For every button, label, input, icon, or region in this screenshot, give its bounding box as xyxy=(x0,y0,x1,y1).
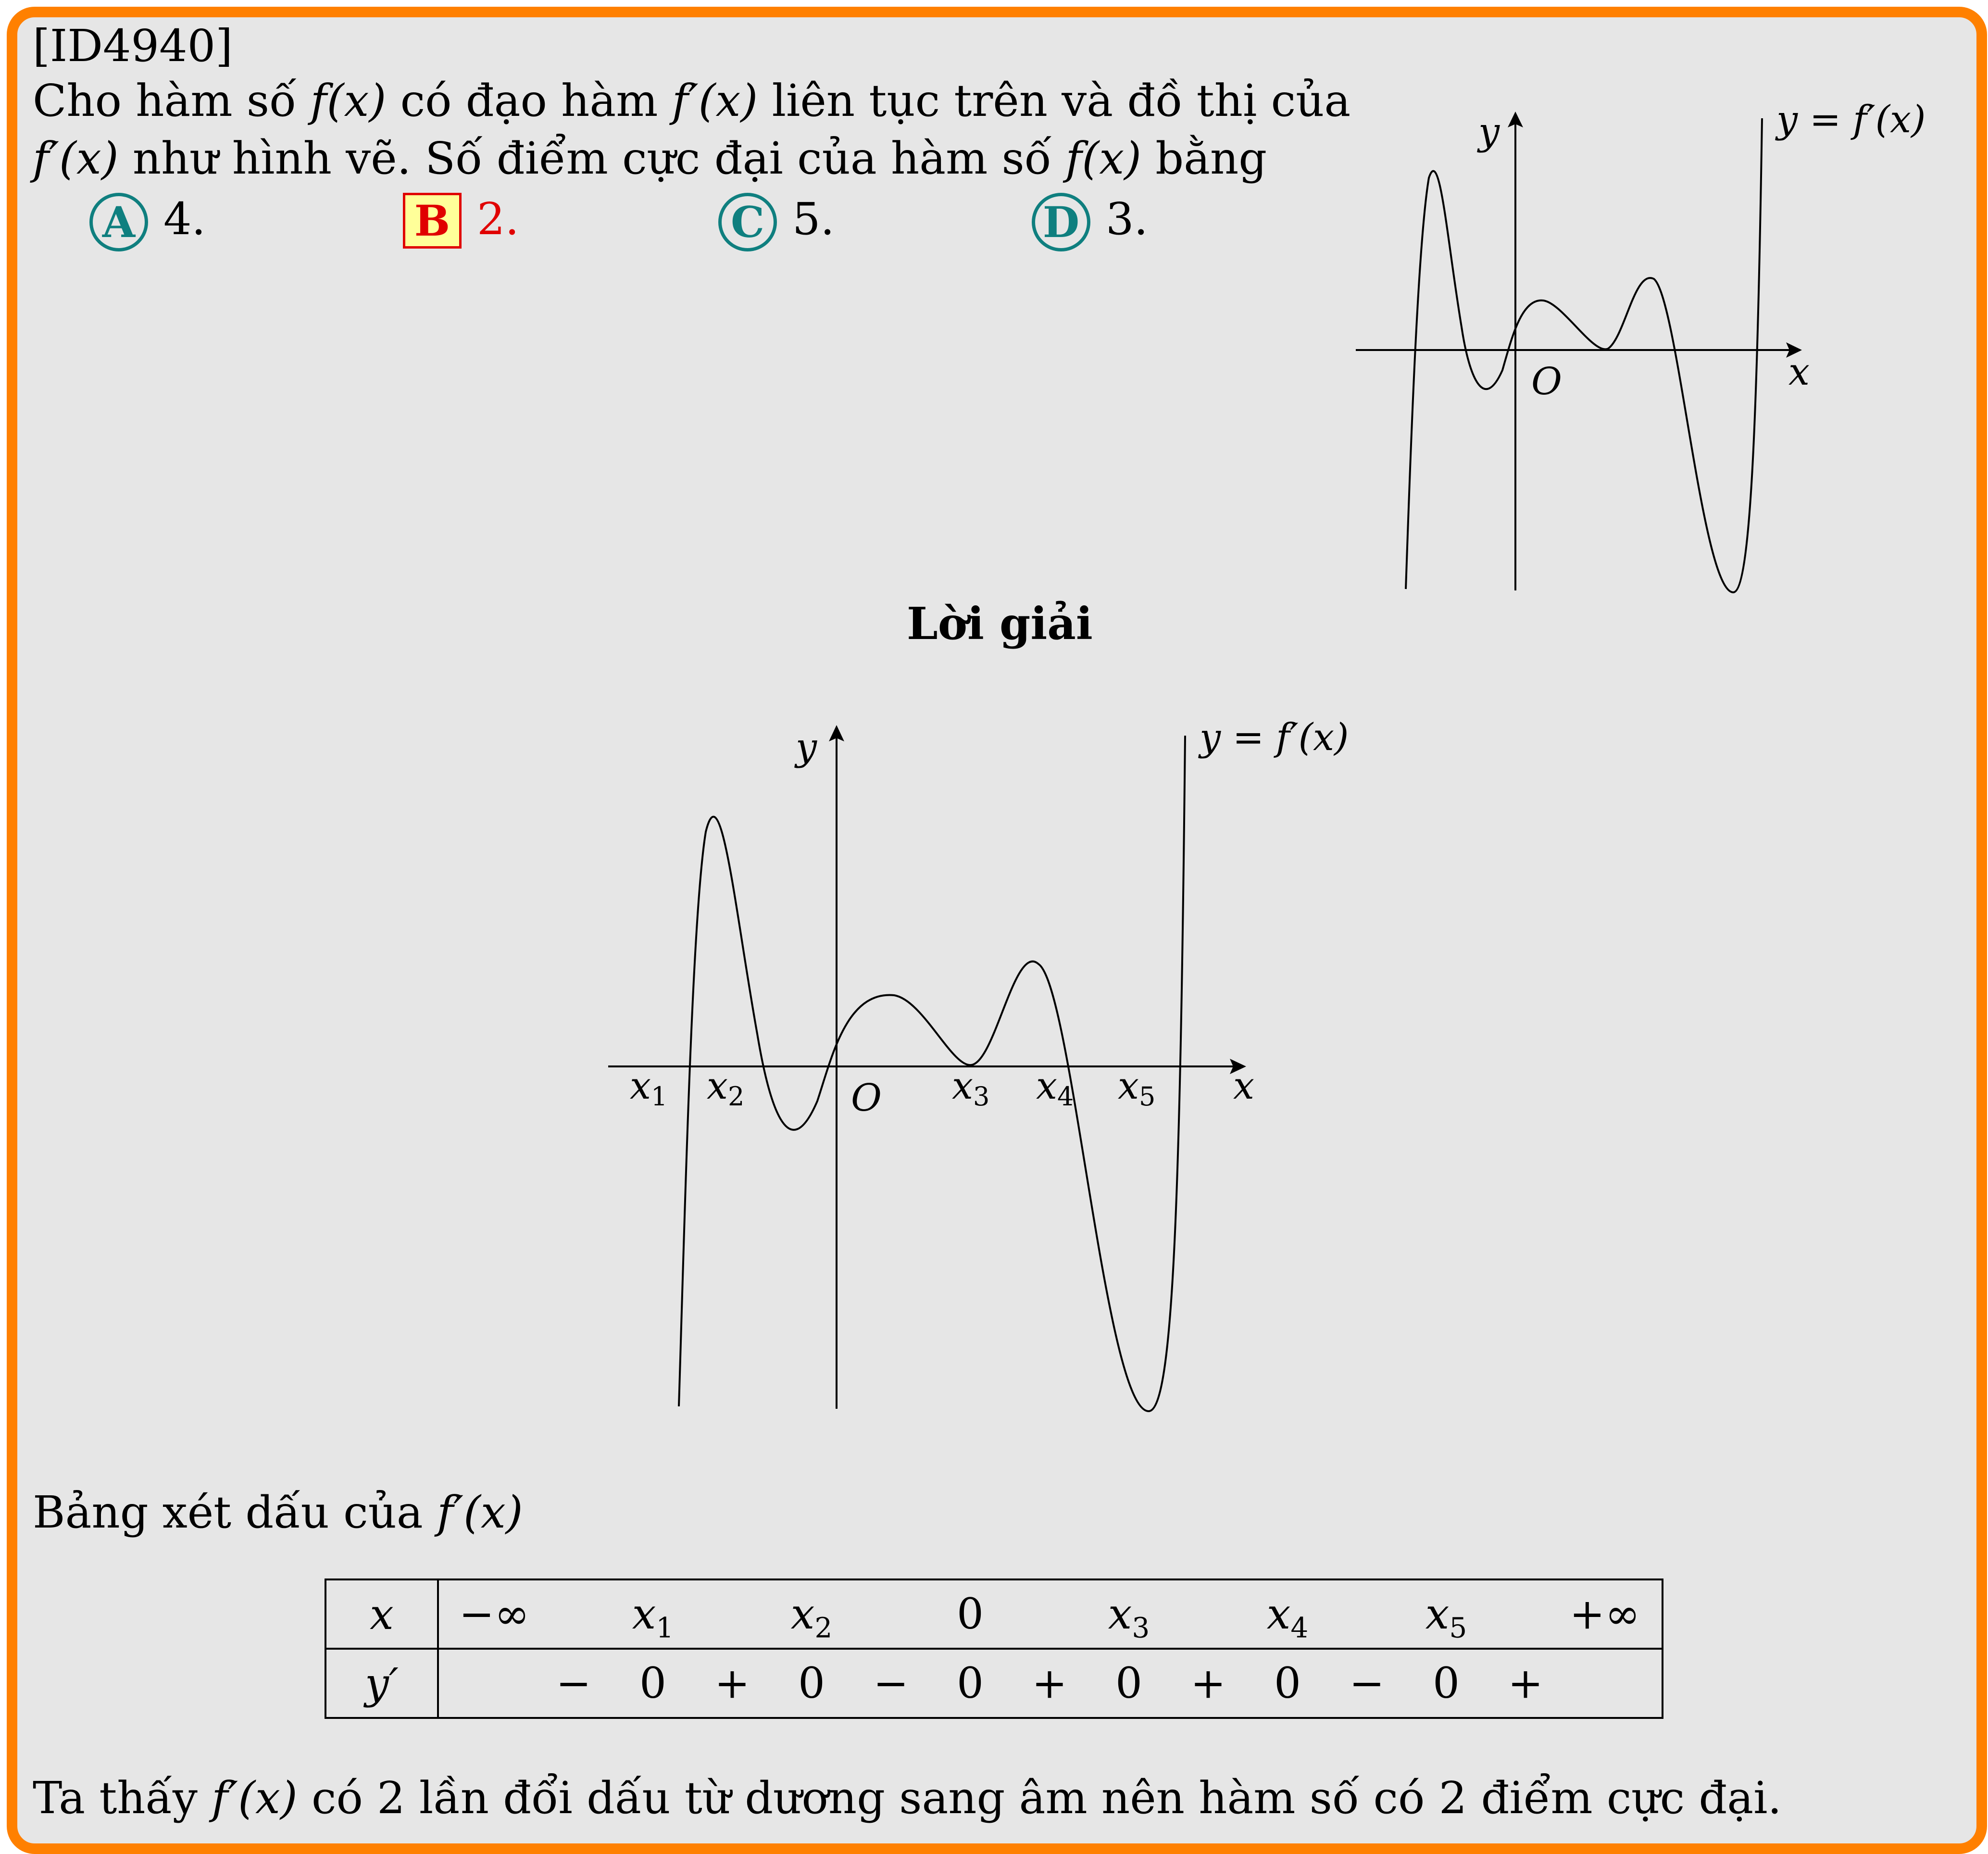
option-a-badge[interactable]: A xyxy=(89,193,148,251)
x-value: x1 xyxy=(632,1589,674,1644)
sign-value: + xyxy=(714,1658,750,1708)
x-value: 0 xyxy=(957,1589,984,1639)
sign-value: 0 xyxy=(1115,1658,1142,1708)
curve-fprime xyxy=(1405,118,1763,594)
conclusion: Ta thấy f′(x) có 2 lần đổi dấu từ dương … xyxy=(33,1772,1782,1824)
sign-value: 0 xyxy=(957,1658,984,1708)
x-value: x4 xyxy=(1266,1589,1309,1644)
sign-value: + xyxy=(1190,1658,1226,1708)
question-graph: y x O y = f′(x) xyxy=(1356,98,1925,594)
curve-label: y = f′(x) xyxy=(1775,98,1925,141)
sign-value: + xyxy=(1508,1658,1543,1708)
curve-fprime xyxy=(678,735,1186,1413)
question-line-1: Cho hàm số f(x) có đạo hàm f′(x) liên tụ… xyxy=(33,75,1351,126)
option-b-badge[interactable]: B xyxy=(403,193,462,249)
origin-label: O xyxy=(1531,360,1562,403)
x-value: −∞ xyxy=(459,1589,530,1639)
option-b-text[interactable]: 2. xyxy=(477,193,519,245)
sign-table: x −∞ x1 x2 0 x3 x4 x5 +∞ y′ − 0 + 0 − 0 xyxy=(325,1578,1663,1719)
root-label-x2: x2 xyxy=(707,1065,744,1112)
sign-value: − xyxy=(1349,1658,1385,1708)
root-label-x1: x1 xyxy=(630,1065,667,1112)
option-d-text[interactable]: 3. xyxy=(1106,193,1148,245)
sign-value: 0 xyxy=(1433,1658,1460,1708)
option-a-text[interactable]: 4. xyxy=(163,193,206,245)
x-axis-label: x xyxy=(1788,351,1810,394)
y-axis-label: y xyxy=(1477,110,1500,153)
x-axis-arrow xyxy=(1230,1059,1246,1074)
sign-value: − xyxy=(556,1658,591,1708)
root-label-x5: x5 xyxy=(1118,1065,1155,1112)
sign-table-y-row: − 0 + 0 − 0 + 0 + 0 − 0 + xyxy=(437,1648,1663,1719)
x-axis-arrow xyxy=(1786,342,1802,358)
sign-value: − xyxy=(873,1658,909,1708)
solution-title: Lời giải xyxy=(907,598,1093,650)
question-line-2: f′(x) như hình vẽ. Số điểm cực đại của h… xyxy=(33,133,1267,184)
sign-value: 0 xyxy=(639,1658,666,1708)
x-axis-label: x xyxy=(1233,1065,1254,1108)
sign-table-x-label: x xyxy=(325,1578,439,1650)
x-value: +∞ xyxy=(1569,1589,1640,1639)
sign-value: 0 xyxy=(1274,1658,1301,1708)
sign-table-x-row: −∞ x1 x2 0 x3 x4 x5 +∞ xyxy=(437,1578,1663,1650)
sign-value: + xyxy=(1032,1658,1067,1708)
curve-label: y = f′(x) xyxy=(1198,716,1349,759)
solution-graph: y x O y = f′(x) x1 x2 x3 x4 x5 xyxy=(608,716,1349,1413)
x-value: x2 xyxy=(790,1589,833,1644)
option-c-text[interactable]: 5. xyxy=(792,193,835,245)
option-d-badge[interactable]: D xyxy=(1032,193,1090,251)
root-label-x4: x4 xyxy=(1036,1065,1074,1112)
root-label-x3: x3 xyxy=(952,1065,989,1112)
x-value: x3 xyxy=(1108,1589,1150,1644)
y-axis-arrow xyxy=(1508,112,1523,127)
origin-label: O xyxy=(851,1077,882,1120)
y-axis-label: y xyxy=(794,726,817,769)
sign-value: 0 xyxy=(798,1658,825,1708)
table-intro: Bảng xét dấu của f′(x) xyxy=(33,1487,523,1538)
sign-table-y-label: y′ xyxy=(325,1648,439,1719)
question-card xyxy=(7,7,1987,1854)
x-value: x5 xyxy=(1425,1589,1467,1644)
y-axis-arrow xyxy=(829,725,844,741)
question-id: [ID4940] xyxy=(33,20,233,72)
option-c-badge[interactable]: C xyxy=(718,193,777,251)
